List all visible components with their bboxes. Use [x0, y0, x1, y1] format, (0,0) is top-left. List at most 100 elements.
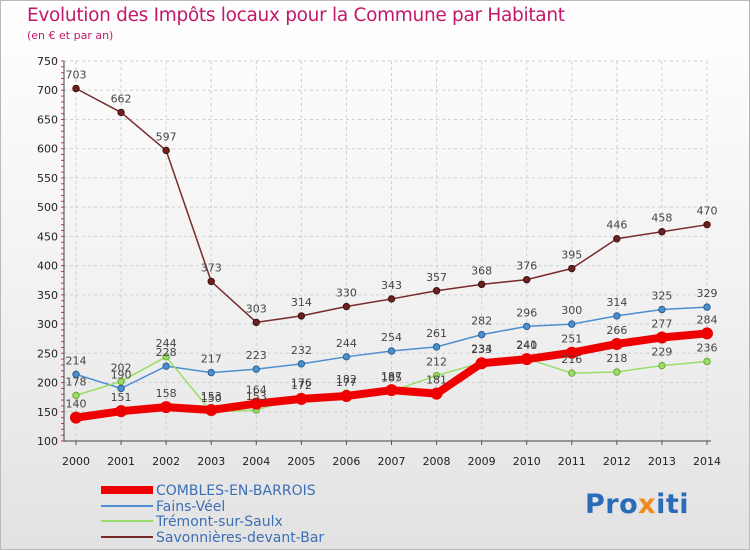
legend: COMBLES-EN-BARROISFains-VéelTrémont-sur-… — [101, 483, 324, 546]
data-point — [160, 401, 173, 414]
data-point — [252, 318, 260, 327]
data-label: 217 — [201, 353, 222, 366]
data-label: 228 — [156, 346, 177, 359]
data-point — [252, 365, 260, 373]
x-tick-label: 2006 — [332, 455, 360, 468]
data-point — [162, 353, 170, 361]
data-point — [613, 312, 621, 320]
data-label: 303 — [246, 302, 267, 315]
data-label: 458 — [651, 212, 672, 225]
y-tick-label: 500 — [37, 201, 58, 214]
y-tick-label: 550 — [37, 172, 58, 185]
data-label: 234 — [471, 343, 492, 356]
data-point — [523, 275, 531, 284]
data-label: 151 — [111, 391, 132, 404]
y-tick-label: 400 — [37, 260, 58, 273]
data-point — [477, 280, 486, 289]
data-point — [117, 108, 125, 117]
axes: 100 150 200 250 300 350 400 450 500 550 600 650 700 7… — [37, 55, 721, 468]
series-combles-en-barrois — [70, 327, 713, 424]
data-label: 343 — [381, 279, 402, 292]
data-label: 703 — [66, 68, 87, 81]
data-label: 178 — [66, 375, 87, 388]
x-tick-label: 2008 — [423, 455, 451, 468]
data-label: 190 — [111, 368, 132, 381]
x-tick-label: 2012 — [603, 455, 631, 468]
data-point — [565, 346, 578, 359]
data-label: 282 — [471, 315, 492, 328]
data-label: 176 — [291, 377, 312, 390]
data-point — [520, 353, 533, 366]
data-point — [207, 368, 215, 377]
data-label: 202 — [111, 361, 132, 374]
data-label: 254 — [381, 331, 402, 344]
data-label: 470 — [697, 205, 718, 218]
data-point — [387, 347, 396, 355]
legend-label: Savonnières-devant-Bar — [156, 530, 324, 546]
data-label: 233 — [471, 343, 492, 356]
proxiti-logo: Proxiti — [585, 489, 689, 520]
data-label: 261 — [426, 327, 447, 340]
data-label: 314 — [606, 296, 627, 309]
data-point — [342, 302, 351, 311]
data-label: 446 — [606, 219, 627, 232]
x-tick-label: 2010 — [513, 455, 541, 468]
data-label: 223 — [246, 349, 267, 362]
data-label: 181 — [426, 374, 447, 387]
data-point — [70, 411, 82, 424]
x-tick-label: 2002 — [152, 455, 180, 468]
data-label: 229 — [651, 346, 672, 359]
data-point — [205, 404, 218, 417]
data-label: 240 — [516, 339, 537, 352]
data-label: 330 — [336, 287, 357, 300]
x-tick-label: 2009 — [468, 455, 496, 468]
data-label: 277 — [651, 318, 672, 331]
data-point — [207, 277, 215, 286]
logo-text-start: Pro — [585, 489, 639, 520]
grid-lines — [64, 60, 708, 442]
data-label: 216 — [561, 353, 582, 366]
data-point — [523, 322, 531, 331]
y-tick-label: 300 — [37, 318, 58, 331]
data-point — [703, 303, 711, 311]
data-point — [658, 305, 666, 314]
data-point — [430, 387, 443, 400]
data-point — [72, 391, 80, 400]
data-label: 164 — [246, 384, 267, 397]
data-label: 214 — [66, 354, 87, 367]
y-tick-label: 350 — [37, 289, 58, 302]
data-point — [117, 377, 125, 386]
data-label: 597 — [156, 130, 177, 143]
data-label: 296 — [516, 306, 537, 319]
data-label: 314 — [291, 296, 312, 309]
data-point — [342, 353, 351, 361]
data-point — [250, 397, 263, 410]
data-point — [297, 360, 306, 368]
x-tick-label: 2013 — [648, 455, 676, 468]
data-label: 395 — [561, 249, 582, 262]
y-tick-label: 100 — [37, 435, 58, 448]
series-layer — [70, 84, 713, 424]
data-label: 244 — [336, 337, 357, 350]
series-fains-veel — [72, 303, 711, 393]
data-point — [340, 389, 353, 402]
x-tick-label: 2007 — [378, 455, 406, 468]
data-point — [297, 312, 306, 320]
x-tick-label: 2003 — [197, 455, 225, 468]
data-label: 212 — [426, 356, 447, 369]
legend-label: COMBLES-EN-BARROIS — [156, 483, 316, 499]
y-tick-label: 650 — [37, 113, 58, 126]
legend-label: Trémont-sur-Saulx — [155, 514, 283, 530]
logo-text-accent: x — [638, 489, 657, 520]
logo-text-end: iti — [656, 489, 689, 520]
data-point — [703, 357, 711, 366]
y-tick-label: 600 — [37, 143, 58, 156]
data-label: 368 — [471, 264, 492, 277]
data-point — [568, 369, 576, 377]
data-label: 376 — [516, 260, 537, 273]
data-label: 182 — [336, 373, 357, 386]
data-point — [568, 320, 576, 328]
